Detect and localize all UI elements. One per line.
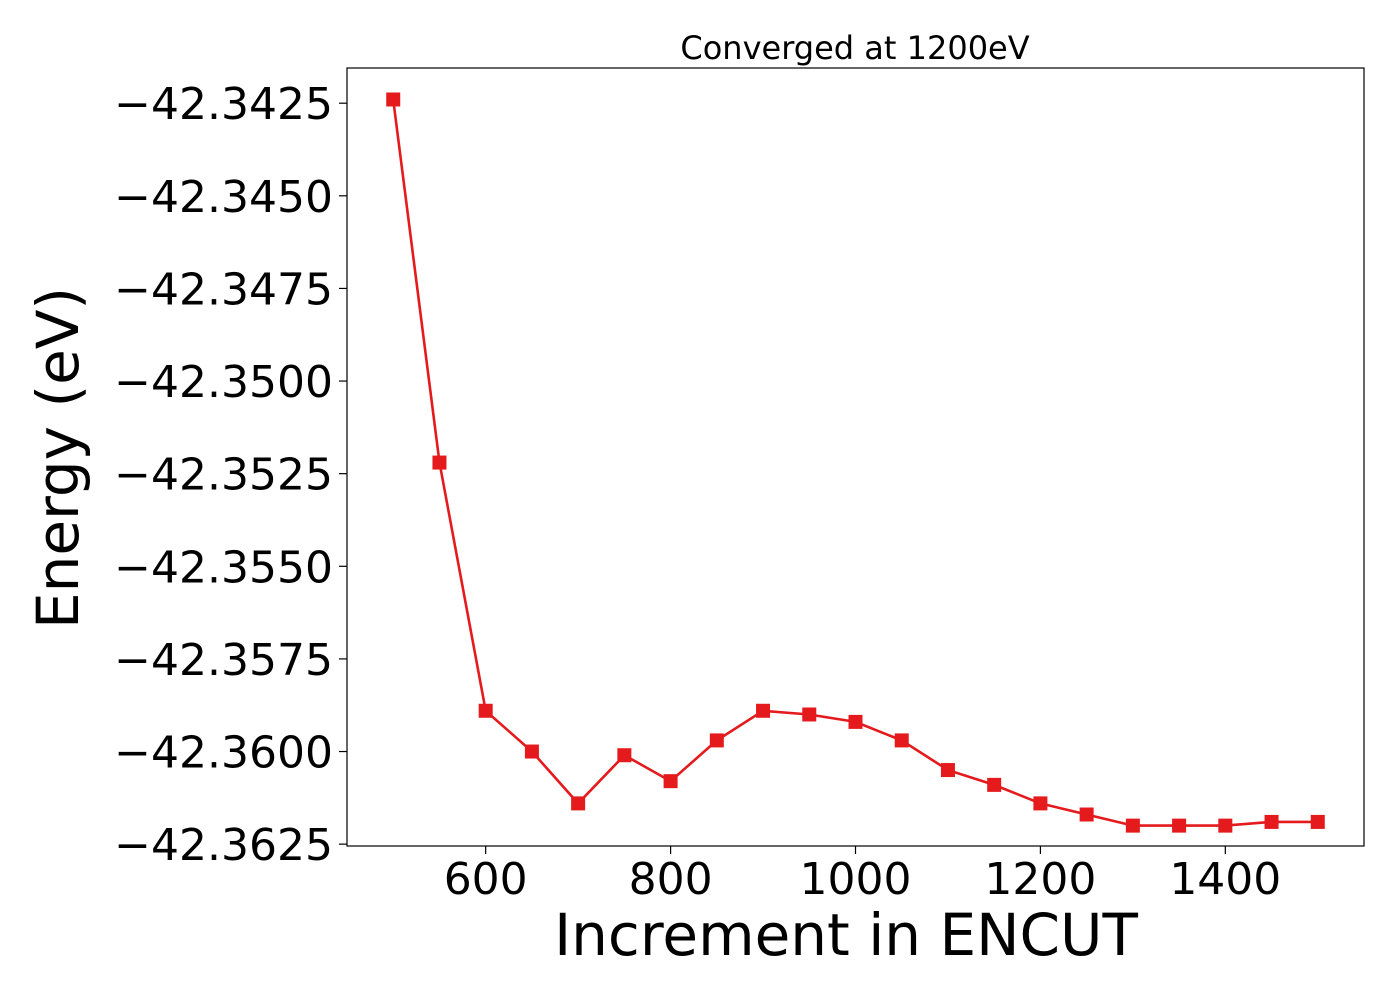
y-tick-label: −42.3450 [114,172,333,223]
y-tick-label: −42.3475 [114,264,333,315]
data-point [940,763,955,778]
data-point [1079,807,1094,822]
data-point [663,774,678,789]
plot-area [346,67,1365,847]
data-point [1125,818,1140,833]
y-tick-label: −42.3525 [114,450,333,501]
x-axis-ticks: 600 800 1000 1200 1400 [444,846,1281,905]
x-tick-label: 1200 [984,854,1096,905]
y-tick-label: −42.3600 [114,728,333,779]
x-tick-label: 1400 [1169,854,1281,905]
y-tick-label: −42.3625 [114,820,333,871]
series-layer [386,92,1325,833]
data-point [756,703,771,718]
data-point [987,777,1002,792]
x-tick-label: 800 [629,854,713,905]
x-tick-label: 1000 [800,854,912,905]
data-point [709,733,724,748]
chart-title: Converged at 1200eV [680,29,1029,67]
data-point [1218,818,1233,833]
data-point [802,707,817,722]
y-tick-label: −42.3500 [114,357,333,408]
data-point [1033,796,1048,811]
data-point [894,733,909,748]
data-point [571,796,586,811]
data-point [524,744,539,759]
data-point [1310,814,1325,829]
axes-frame [346,67,1365,847]
x-tick-label: 600 [444,854,528,905]
x-axis-label: Increment in ENCUT [554,901,1138,969]
data-point [1264,814,1279,829]
y-axis-label: Energy (eV) [24,287,92,629]
data-point [386,92,401,107]
y-tick-label: −42.3550 [114,542,333,593]
data-point [617,748,632,763]
data-point [432,455,447,470]
data-point [478,703,493,718]
y-tick-label: −42.3425 [114,79,333,130]
y-axis-ticks: −42.3425 −42.3450 −42.3475 −42.3500 −42.3525… [114,79,347,871]
y-tick-label: −42.3575 [114,635,333,686]
data-point [1172,818,1187,833]
data-point [848,714,863,729]
